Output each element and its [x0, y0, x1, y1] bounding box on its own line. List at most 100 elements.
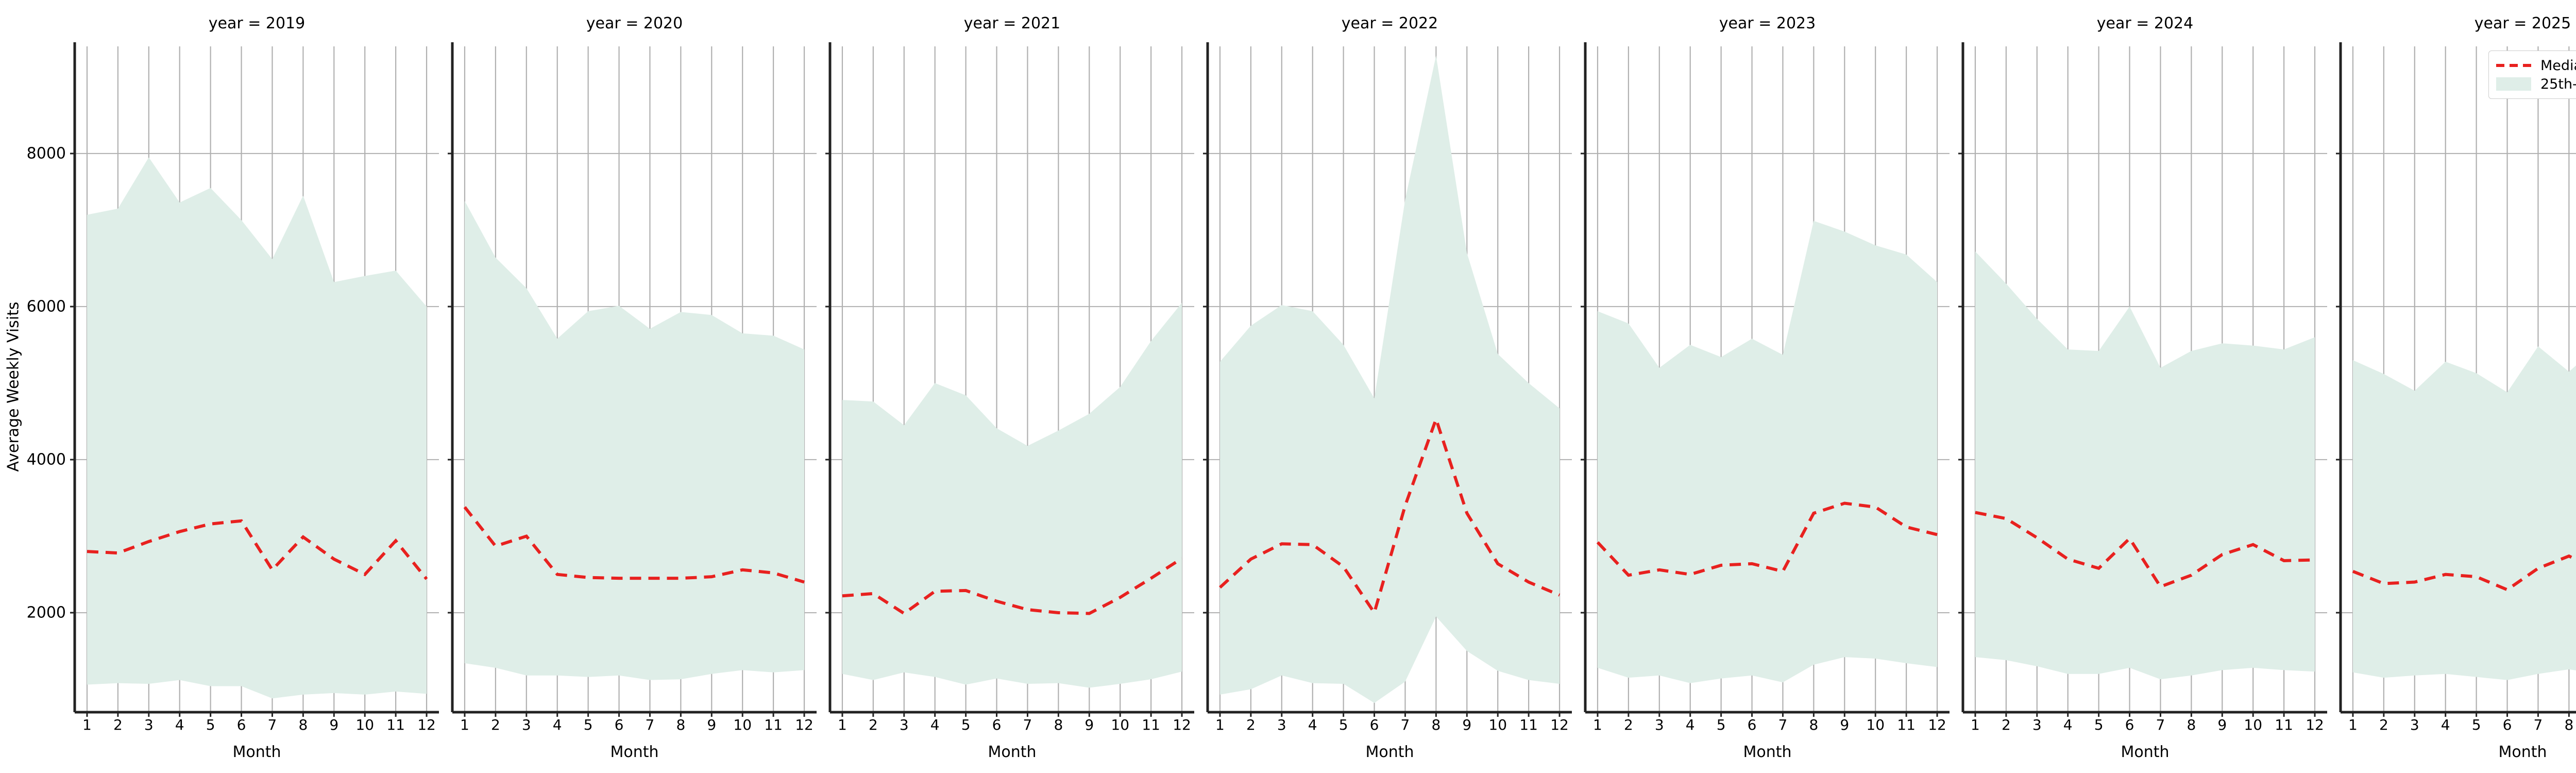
facet-plot-area — [448, 42, 817, 717]
x-tick-label: 9 — [1462, 716, 1472, 733]
y-axis-tick-labels: 2000 4000 6000 8000 — [24, 0, 71, 773]
x-axis-label: Month — [2121, 743, 2170, 761]
x-tick-label: 6 — [992, 716, 1002, 733]
x-tick-label: 3 — [2032, 716, 2042, 733]
legend-row-median: Median — [2495, 56, 2576, 75]
facet-panel-title: year = 2023 — [1719, 14, 1816, 32]
x-tick-label: 9 — [329, 716, 339, 733]
percentile-band-area — [1975, 251, 2315, 680]
x-tick-label: 6 — [1747, 716, 1757, 733]
x-tick-label: 11 — [1519, 716, 1538, 733]
x-tick-label: 7 — [267, 716, 277, 733]
median-line — [463, 506, 805, 584]
facet-plot-area — [1581, 42, 1950, 717]
facet-panel: year = 2024 1 2 3 4 5 6 7 8 9 10 11 12 Month — [1958, 14, 2327, 761]
x-tick-label: 5 — [583, 716, 593, 733]
x-tick-label: 5 — [1338, 716, 1348, 733]
x-tick-label: 9 — [1840, 716, 1850, 733]
x-tick-label: 4 — [1685, 716, 1695, 733]
x-tick-label: 1 — [460, 716, 469, 733]
x-tick-label: 3 — [144, 716, 154, 733]
x-tick-label: 9 — [2217, 716, 2227, 733]
facet-panel-title: year = 2025 — [2474, 14, 2571, 32]
x-tick-label: 5 — [961, 716, 971, 733]
x-tick-label: 12 — [795, 716, 814, 733]
x-tick-label: 12 — [2306, 716, 2324, 733]
x-tick-label: 4 — [1308, 716, 1317, 733]
x-axis-label: Month — [610, 743, 659, 761]
x-tick-label: 6 — [2125, 716, 2134, 733]
percentile-band-area — [464, 200, 805, 680]
x-tick-label: 4 — [175, 716, 184, 733]
x-tick-label: 5 — [2471, 716, 2481, 733]
x-tick-label: 6 — [1369, 716, 1379, 733]
facet-plot-area — [1958, 42, 2327, 717]
x-tick-label: 1 — [2348, 716, 2358, 733]
x-tick-label: 1 — [82, 716, 92, 733]
x-tick-label: 6 — [2502, 716, 2512, 733]
x-tick-label: 1 — [838, 716, 847, 733]
facet-plot-area — [2336, 42, 2576, 717]
x-tick-label: 7 — [1400, 716, 1410, 733]
x-tick-label: 2 — [490, 716, 500, 733]
y-tick-label: 8000 — [26, 144, 66, 163]
x-tick-label: 11 — [764, 716, 783, 733]
x-tick-label: 4 — [930, 716, 940, 733]
x-tick-label: 11 — [1897, 716, 1916, 733]
x-tick-label: 8 — [2187, 716, 2196, 733]
x-tick-label: 4 — [2441, 716, 2450, 733]
x-tick-label: 10 — [1488, 716, 1507, 733]
x-tick-label: 12 — [417, 716, 436, 733]
x-tick-label: 2 — [1623, 716, 1633, 733]
x-tick-label: 1 — [1215, 716, 1225, 733]
legend-row-band: 25th-75th Percentile — [2495, 75, 2576, 93]
x-tick-label: 1 — [1593, 716, 1602, 733]
x-axis-label: Month — [1743, 743, 1792, 761]
percentile-band-area — [87, 157, 427, 699]
y-tick-label: 6000 — [26, 297, 66, 316]
facet-panel-title: year = 2021 — [963, 14, 1061, 32]
facet-panel-title: year = 2024 — [2096, 14, 2194, 32]
x-axis-label: Month — [988, 743, 1037, 761]
percentile-band-area — [1597, 221, 1938, 683]
x-tick-label: 7 — [2156, 716, 2165, 733]
x-tick-label: 8 — [676, 716, 686, 733]
percentile-band-area — [2352, 346, 2576, 680]
x-tick-label: 7 — [1778, 716, 1788, 733]
x-tick-label: 11 — [386, 716, 405, 733]
facet-panel-title: year = 2020 — [586, 14, 683, 32]
x-tick-label: 12 — [1173, 716, 1191, 733]
x-tick-label: 8 — [1054, 716, 1063, 733]
x-tick-label: 7 — [1023, 716, 1032, 733]
x-axis-label: Month — [232, 743, 281, 761]
x-tick-label: 5 — [2094, 716, 2104, 733]
chart-legend: Median 25th-75th Percentile — [2488, 51, 2576, 99]
x-tick-label: 8 — [298, 716, 308, 733]
x-axis-label: Month — [1365, 743, 1414, 761]
percentile-band-area — [1219, 55, 1560, 703]
x-tick-label: 2 — [2001, 716, 2011, 733]
x-tick-label: 2 — [113, 716, 123, 733]
legend-label-median: Median — [2540, 57, 2576, 74]
x-tick-label: 5 — [1716, 716, 1726, 733]
median-line-swatch-icon — [2495, 58, 2532, 73]
facet-panel-title: year = 2019 — [208, 14, 306, 32]
x-tick-label: 4 — [2063, 716, 2073, 733]
x-tick-label: 12 — [1550, 716, 1569, 733]
x-tick-label: 3 — [2410, 716, 2419, 733]
facet-panel: year = 2025123456789101112Month — [2336, 14, 2576, 761]
x-tick-label: 4 — [552, 716, 562, 733]
median-line — [87, 519, 428, 580]
legend-label-percentile: 25th-75th Percentile — [2540, 76, 2576, 92]
x-tick-label: 11 — [1142, 716, 1160, 733]
y-axis-label: Average Weekly Visits — [3, 0, 24, 773]
x-tick-label: 2 — [1246, 716, 1256, 733]
x-tick-label: 8 — [1809, 716, 1819, 733]
x-tick-label: 3 — [899, 716, 909, 733]
